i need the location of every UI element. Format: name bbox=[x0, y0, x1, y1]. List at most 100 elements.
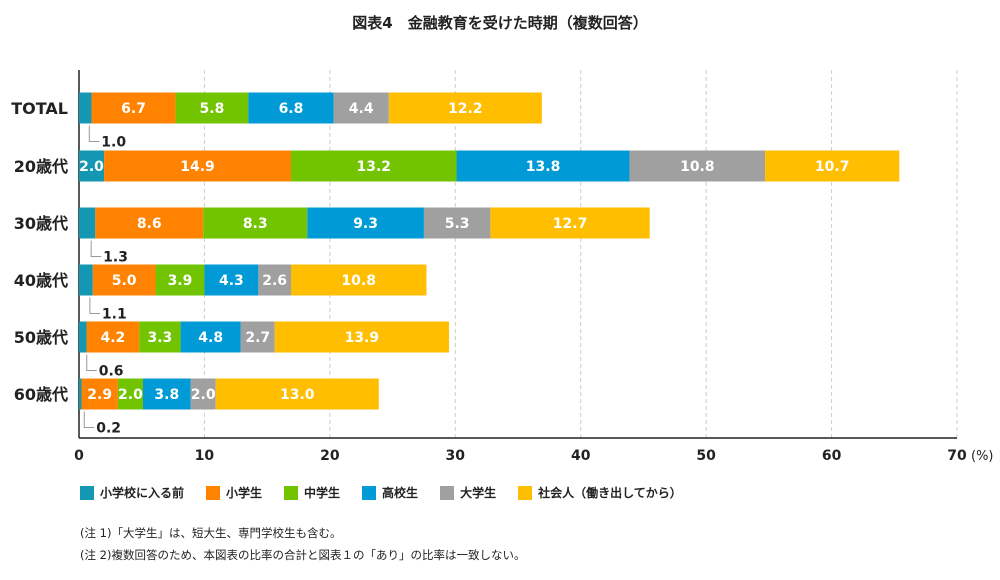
bar-segment bbox=[258, 264, 291, 296]
bar-segment bbox=[388, 92, 542, 124]
leader-line bbox=[89, 297, 100, 314]
data-label: 2.7 bbox=[245, 330, 270, 346]
data-label: 3.3 bbox=[147, 330, 172, 346]
bar-segment bbox=[203, 207, 308, 239]
x-tick-label: 40 bbox=[571, 448, 591, 464]
data-label: 3.9 bbox=[168, 273, 193, 289]
data-label: 0.2 bbox=[96, 421, 121, 437]
data-label: 10.8 bbox=[680, 159, 715, 175]
data-label: 5.3 bbox=[445, 216, 470, 232]
plot-area: 0 10 20 30 40 50 60 70 (%) TOTAL 1.0 6.7 5.8 6.8 4.4 12… bbox=[11, 70, 994, 464]
bar-segment bbox=[175, 92, 249, 124]
leader-line bbox=[90, 240, 102, 257]
legend-label: 大学生 bbox=[460, 486, 497, 500]
bar-segment bbox=[92, 264, 156, 296]
x-unit-label: (%) bbox=[971, 449, 994, 464]
data-label: 12.2 bbox=[448, 101, 483, 117]
legend-label: 高校生 bbox=[382, 486, 419, 500]
bar-segment bbox=[215, 378, 379, 410]
leader-line bbox=[88, 125, 100, 142]
x-tick-label: 30 bbox=[446, 448, 466, 464]
bar-segment bbox=[86, 321, 140, 353]
bar-segment bbox=[629, 150, 766, 182]
data-label: 2.6 bbox=[262, 273, 287, 289]
leader-line bbox=[86, 354, 97, 371]
data-label: 0.6 bbox=[99, 364, 124, 380]
data-label: 4.8 bbox=[198, 330, 223, 346]
bar-segment bbox=[290, 150, 457, 182]
bar-segment bbox=[307, 207, 424, 239]
bar-segment bbox=[155, 264, 205, 296]
bar-segment bbox=[204, 264, 259, 296]
data-label: 10.8 bbox=[341, 273, 376, 289]
bar-segment bbox=[117, 378, 143, 410]
legend-swatch bbox=[518, 485, 533, 500]
legend-item: 社会人（働き出してから） bbox=[518, 484, 682, 501]
category-label: TOTAL bbox=[11, 99, 68, 118]
bar-segment bbox=[248, 92, 334, 124]
x-tick-label: 70 bbox=[947, 448, 967, 464]
data-label: 4.2 bbox=[100, 330, 125, 346]
category-label: 30歳代 bbox=[14, 214, 68, 233]
legend-swatch bbox=[440, 485, 455, 500]
bar-segment bbox=[190, 378, 216, 410]
data-label: 1.0 bbox=[101, 135, 126, 151]
category-label: 20歳代 bbox=[14, 157, 68, 176]
data-label: 8.3 bbox=[243, 216, 268, 232]
data-label: 6.7 bbox=[121, 101, 146, 117]
bar-segment bbox=[240, 321, 275, 353]
legend-item: 小学生 bbox=[206, 484, 262, 501]
data-label: 2.0 bbox=[118, 387, 143, 403]
data-label: 5.0 bbox=[112, 273, 137, 289]
bar-segment bbox=[274, 321, 450, 353]
bar-segment bbox=[79, 92, 92, 124]
category-label: 40歳代 bbox=[14, 271, 68, 290]
legend-item: 高校生 bbox=[362, 484, 418, 501]
notes: (注 1)「大学生」は、短大生、専門学校生も含む。 (注 2)複数回答のため、本… bbox=[80, 522, 525, 566]
legend-label: 小学生 bbox=[226, 486, 263, 500]
legend: 小学校に入る前 小学生 中学生 高校生 大学生 社会人（働き出してから） bbox=[80, 484, 682, 501]
x-tick-label: 10 bbox=[195, 448, 215, 464]
bar-segment bbox=[79, 321, 87, 353]
bar-segment bbox=[765, 150, 900, 182]
data-label: 13.9 bbox=[345, 330, 380, 346]
data-label: 10.7 bbox=[815, 159, 850, 175]
legend-swatch bbox=[80, 485, 94, 500]
data-label: 5.8 bbox=[200, 101, 225, 117]
legend-swatch bbox=[284, 485, 299, 500]
data-label: 4.3 bbox=[219, 273, 244, 289]
bar-segment bbox=[91, 92, 176, 124]
bar-segment bbox=[95, 207, 204, 239]
bar-segment bbox=[79, 207, 96, 239]
bar-segment bbox=[79, 150, 105, 182]
x-tick-label: 50 bbox=[696, 448, 716, 464]
note-1: (注 1)「大学生」は、短大生、専門学校生も含む。 bbox=[80, 526, 342, 540]
data-label: 2.0 bbox=[191, 387, 216, 403]
bar-segment bbox=[423, 207, 491, 239]
note-2: (注 2)複数回答のため、本図表の比率の合計と図表１の「あり」の比率は一致しない… bbox=[80, 548, 526, 562]
data-label: 12.7 bbox=[553, 216, 588, 232]
bar-segment bbox=[456, 150, 630, 182]
x-tick-label: 60 bbox=[822, 448, 842, 464]
data-label: 8.6 bbox=[137, 216, 162, 232]
data-label: 6.8 bbox=[279, 101, 304, 117]
data-label: 13.2 bbox=[356, 159, 391, 175]
legend-item: 大学生 bbox=[440, 484, 496, 501]
bar-segment bbox=[180, 321, 241, 353]
chart-title: 図表4 金融教育を受けた時期（複数回答） bbox=[352, 14, 648, 32]
x-tick-label: 20 bbox=[320, 448, 340, 464]
bar-segment bbox=[79, 378, 82, 410]
bar-segment bbox=[333, 92, 389, 124]
legend-swatch bbox=[362, 485, 377, 500]
data-label: 13.8 bbox=[526, 159, 561, 175]
bar-segment bbox=[142, 378, 191, 410]
legend-item: 小学校に入る前 bbox=[80, 484, 184, 501]
bar-segment bbox=[139, 321, 181, 353]
data-label: 14.9 bbox=[180, 159, 215, 175]
data-label: 2.0 bbox=[79, 159, 104, 175]
legend-item: 中学生 bbox=[284, 484, 340, 501]
legend-label: 社会人（働き出してから） bbox=[538, 486, 682, 500]
leader-line bbox=[83, 411, 95, 428]
bar-segment bbox=[490, 207, 650, 239]
